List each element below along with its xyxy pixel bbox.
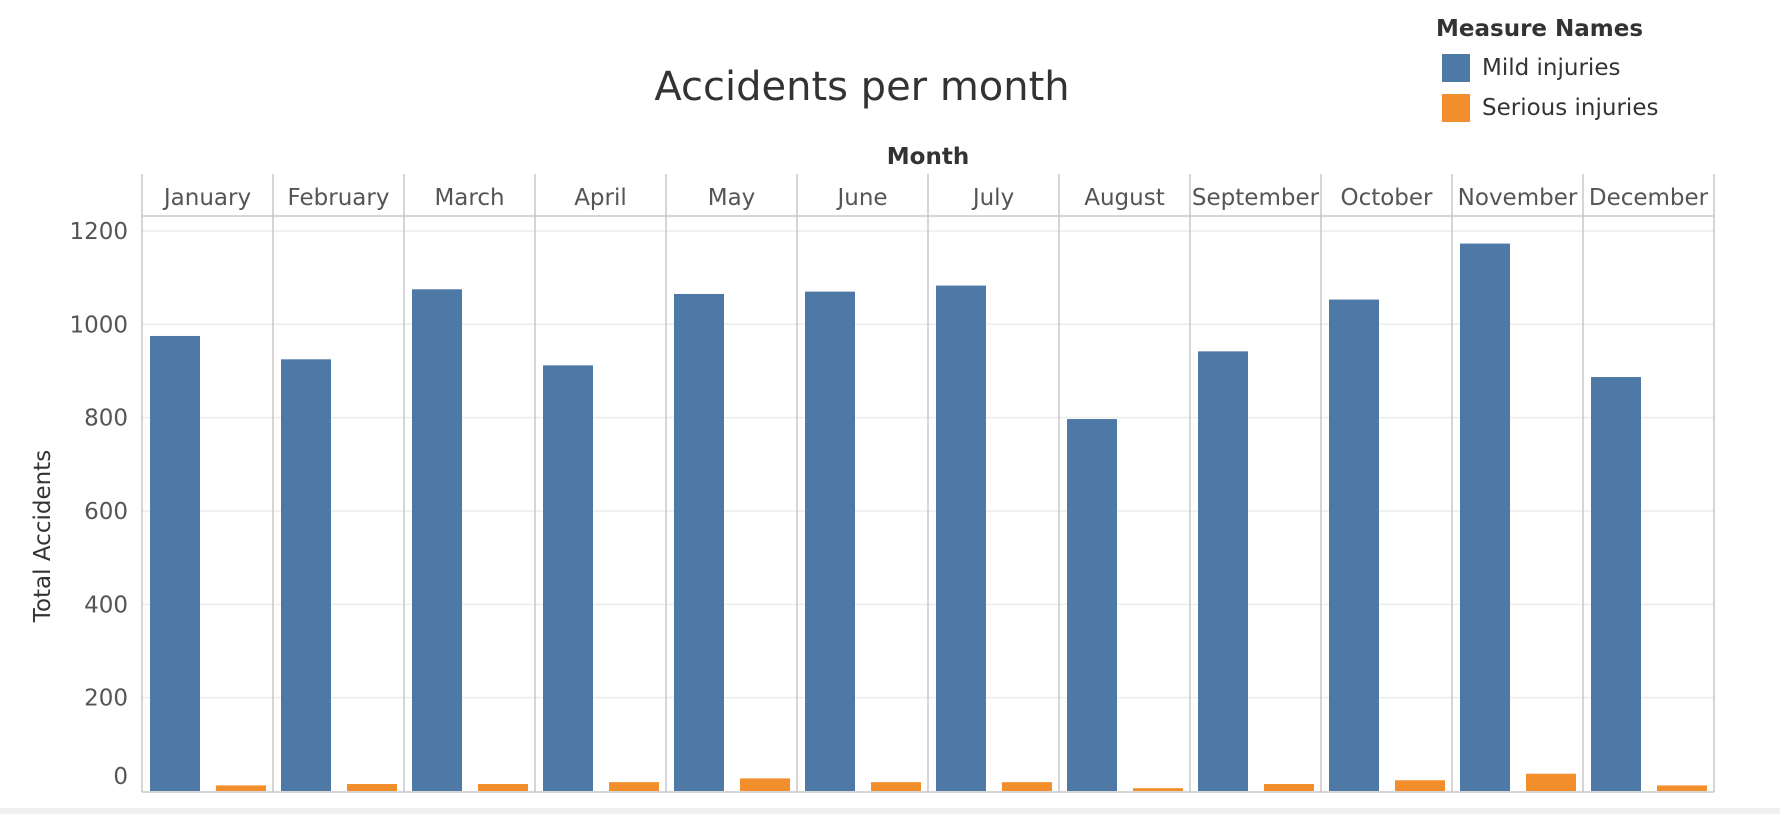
bar-mild-injuries — [1198, 351, 1248, 791]
bar-mild-injuries — [805, 291, 855, 791]
bar-mild-injuries — [412, 289, 462, 791]
month-header-label: March — [434, 185, 504, 211]
month-header-label: May — [708, 185, 756, 211]
y-tick-label: 1200 — [69, 219, 128, 245]
month-header-label: April — [574, 185, 627, 211]
bar-serious-injuries — [478, 783, 528, 791]
bar-mild-injuries — [1591, 377, 1641, 791]
bottom-strip — [0, 808, 1780, 814]
column-header-title: Month — [887, 144, 969, 170]
bar-serious-injuries — [1657, 785, 1707, 791]
bar-mild-injuries — [1067, 419, 1117, 791]
month-header-label: December — [1589, 185, 1709, 211]
bar-serious-injuries — [216, 785, 266, 791]
month-header-label: August — [1084, 185, 1165, 211]
bar-mild-injuries — [150, 335, 200, 791]
month-header-label: January — [162, 185, 251, 211]
bar-mild-injuries — [281, 359, 331, 791]
bar-serious-injuries — [1002, 782, 1052, 791]
month-header-label: September — [1192, 185, 1320, 211]
bar-serious-injuries — [609, 782, 659, 791]
y-tick-label: 0 — [113, 764, 128, 790]
legend-item-mild[interactable]: Mild injuries — [1436, 48, 1658, 88]
month-header-label: November — [1458, 185, 1578, 211]
legend-item-serious[interactable]: Serious injuries — [1436, 88, 1658, 128]
bar-mild-injuries — [1329, 299, 1379, 791]
y-tick-label: 800 — [84, 406, 128, 432]
y-tick-label: 1000 — [69, 312, 128, 338]
legend-title: Measure Names — [1436, 16, 1644, 42]
bar-serious-injuries — [1264, 783, 1314, 791]
y-tick-label: 400 — [84, 592, 128, 618]
month-header-label: June — [835, 185, 887, 211]
month-header-label: February — [288, 185, 390, 211]
y-axis-label: Total Accidents — [30, 450, 56, 623]
legend-label-mild: Mild injuries — [1482, 55, 1621, 81]
bar-serious-injuries — [1395, 780, 1445, 791]
y-tick-label: 200 — [84, 686, 128, 712]
bar-serious-injuries — [1133, 788, 1183, 791]
bar-mild-injuries — [543, 365, 593, 791]
y-tick-label: 600 — [84, 499, 128, 525]
legend-swatch-mild — [1442, 54, 1470, 82]
legend-label-serious: Serious injuries — [1482, 95, 1659, 121]
bar-mild-injuries — [1460, 243, 1510, 791]
bar-serious-injuries — [740, 778, 790, 791]
bar-serious-injuries — [871, 782, 921, 791]
bar-mild-injuries — [674, 293, 724, 791]
bar-serious-injuries — [1526, 773, 1576, 791]
legend: Measure Names Mild injuries Serious inju… — [1436, 16, 1658, 128]
bar-serious-injuries — [347, 783, 397, 791]
legend-swatch-serious — [1442, 94, 1470, 122]
month-header-label: October — [1340, 185, 1433, 211]
month-header-label: July — [971, 185, 1014, 211]
chart-title: Accidents per month — [654, 64, 1069, 110]
bar-mild-injuries — [936, 285, 986, 791]
